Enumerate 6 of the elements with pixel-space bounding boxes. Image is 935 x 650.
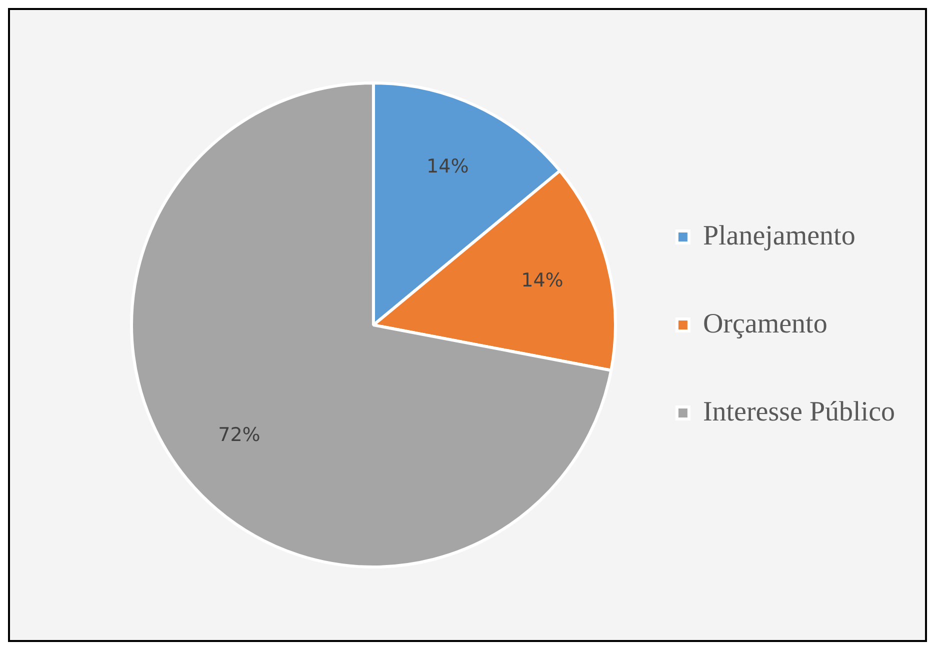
data-label: 14% — [521, 270, 564, 292]
legend-label: Orçamento — [702, 308, 828, 340]
legend-label: Planejamento — [702, 220, 856, 252]
data-label: 72% — [218, 424, 260, 446]
data-label: 14% — [426, 155, 469, 178]
legend-label: Interesse Público — [702, 396, 895, 428]
